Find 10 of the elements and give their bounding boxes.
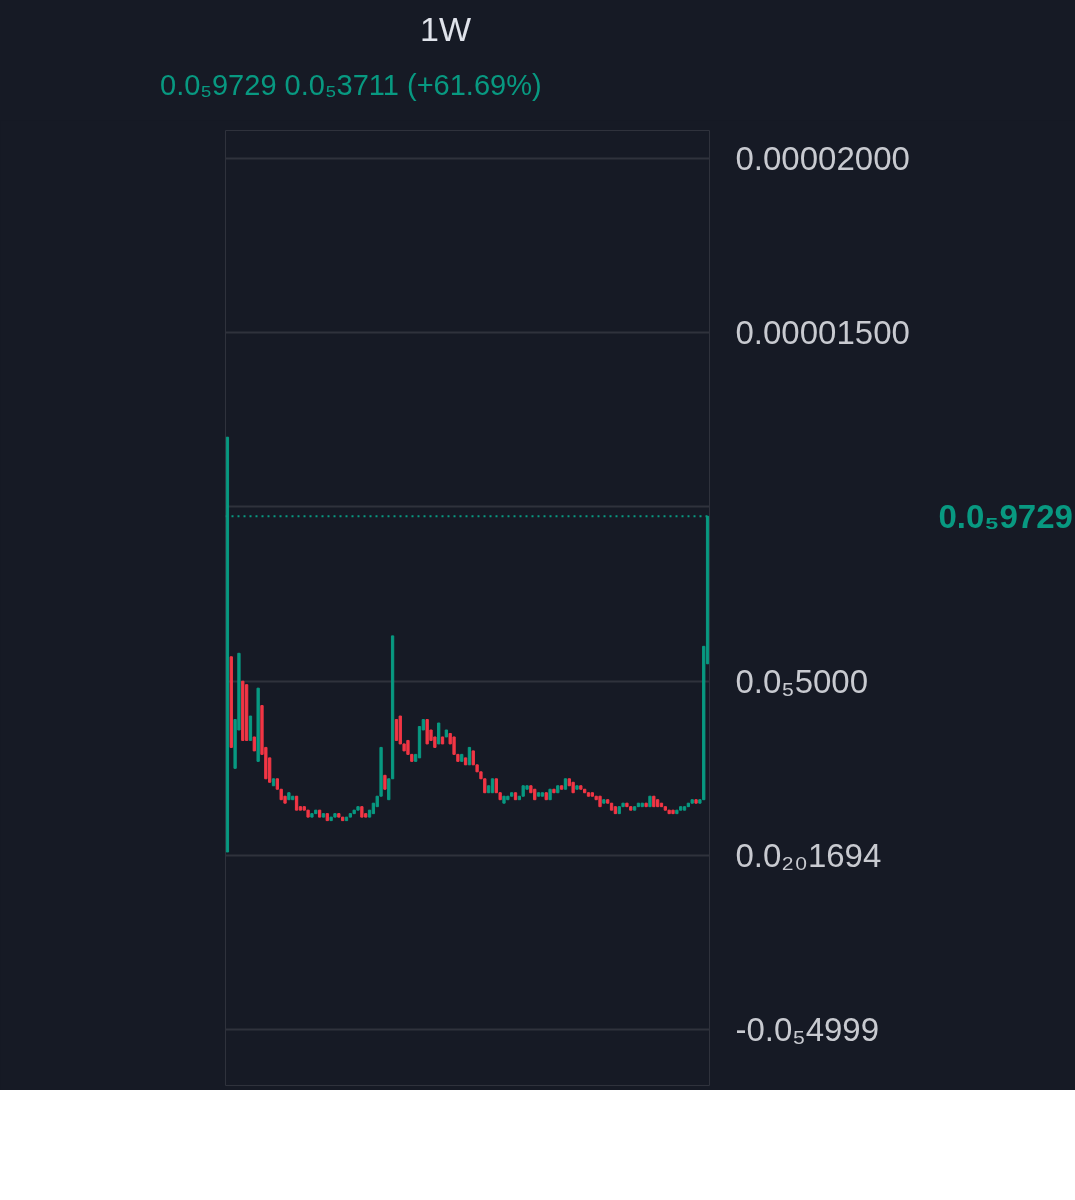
text: 1W xyxy=(420,9,471,50)
y-tick-label: 0.00002000 xyxy=(735,139,910,177)
ref-line-label: 0.0₅9729 xyxy=(938,497,1073,535)
y-tick-label: 0.0₅5000 xyxy=(735,662,869,700)
text: 0.0₅9729 0.0₅3711 (+61.69%) xyxy=(160,68,542,103)
y-tick-label: -0.0₅4999 xyxy=(735,1011,880,1049)
y-tick-label: 0.00001500 xyxy=(735,314,910,352)
candlestick xyxy=(437,722,441,745)
y-tick-label: 0.0₂₀1694 xyxy=(735,836,882,874)
candlestick xyxy=(394,719,399,741)
